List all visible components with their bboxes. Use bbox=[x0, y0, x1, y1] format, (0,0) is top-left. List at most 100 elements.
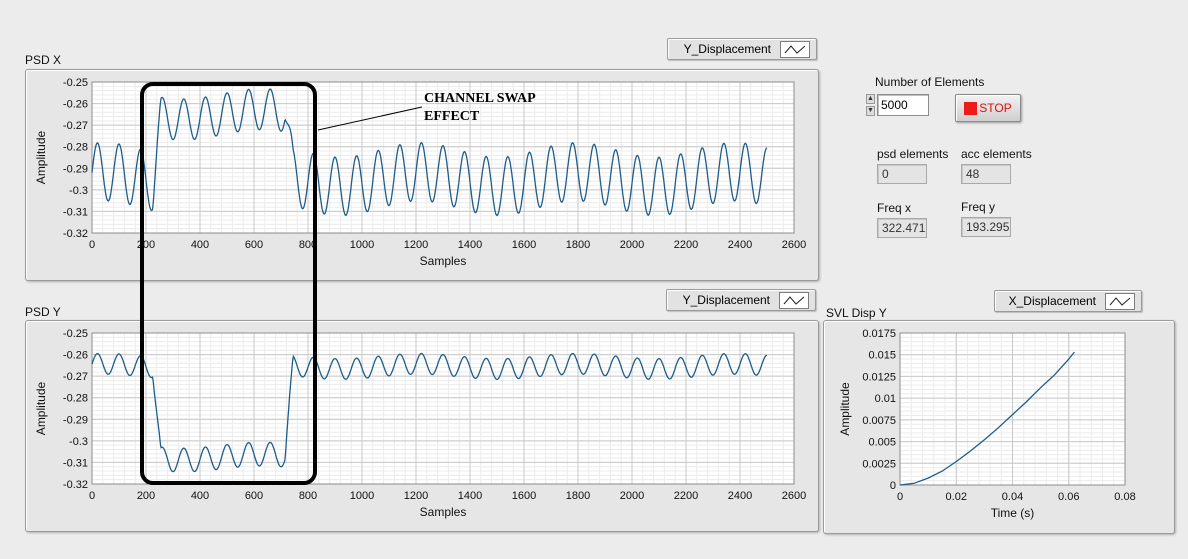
psd-y-graph-frame: 0 200 400 600 800 1000 1200 1400 1600 1800 2000 220… bbox=[25, 320, 819, 532]
x-tick-label: 1800 bbox=[566, 239, 590, 251]
y-tick-label: 0.0125 bbox=[862, 371, 896, 383]
plot-border bbox=[899, 332, 1126, 486]
y-tick-label: 0.01 bbox=[875, 393, 896, 405]
freq-y-label: Freq y bbox=[961, 200, 996, 214]
x-tick-label: 2200 bbox=[674, 239, 698, 251]
x-tick-label: 1400 bbox=[458, 490, 482, 502]
x-tick-label: 600 bbox=[245, 490, 263, 502]
y-tick-label: 0 bbox=[890, 480, 896, 492]
x-tick-label: 1800 bbox=[566, 490, 590, 502]
plot-area[interactable] bbox=[92, 333, 794, 484]
x-tick-label: 800 bbox=[299, 239, 317, 251]
x-axis-label: Samples bbox=[420, 505, 467, 519]
y-tick-label: 0.0025 bbox=[862, 458, 896, 470]
y-tick-label: 0.0075 bbox=[862, 415, 896, 427]
x-tick-label: 1600 bbox=[512, 490, 536, 502]
y-tick-label: -0.32 bbox=[63, 479, 88, 491]
x-tick-label: 400 bbox=[191, 490, 209, 502]
plot-border bbox=[91, 81, 795, 234]
x-tick-label: 2600 bbox=[782, 490, 806, 502]
x-tick-label: 0 bbox=[897, 491, 903, 503]
annotation-line-1: CHANNEL SWAP bbox=[424, 91, 536, 106]
y-tick-label: -0.28 bbox=[63, 393, 88, 405]
spin-buttons[interactable]: ▲ ▼ bbox=[866, 94, 876, 116]
svl-legend[interactable]: X_Displacement bbox=[994, 290, 1142, 312]
x-tick-label: 2400 bbox=[728, 490, 752, 502]
y-tick-label: -0.27 bbox=[63, 371, 88, 383]
x-tick-label: 0.08 bbox=[1114, 491, 1135, 503]
psd-x-graph-frame: 0 200 400 600 800 1000 1200 1400 1600 1800 2000 220… bbox=[25, 69, 819, 281]
y-tick-label: 0.0175 bbox=[862, 328, 896, 340]
y-tick-label: 0.015 bbox=[868, 350, 896, 362]
x-tick-label: 2400 bbox=[728, 239, 752, 251]
acc-elements-label: acc elements bbox=[961, 147, 1032, 161]
x-tick-label: 1600 bbox=[512, 239, 536, 251]
x-tick-label: 400 bbox=[191, 239, 209, 251]
y-tick-label: -0.25 bbox=[63, 77, 88, 89]
psd-y-legend[interactable]: Y_Displacement bbox=[666, 289, 816, 311]
y-tick-label: -0.27 bbox=[63, 120, 88, 132]
psd-y-chart[interactable]: 0 200 400 600 800 1000 1200 1400 1600 1800 2000 220… bbox=[26, 321, 818, 531]
y-tick-label: -0.3 bbox=[69, 436, 88, 448]
x-tick-label: 2200 bbox=[674, 490, 698, 502]
x-tick-label: 2000 bbox=[620, 490, 644, 502]
y-axis-label: Amplitude bbox=[838, 382, 852, 436]
x-tick-label: 800 bbox=[299, 490, 317, 502]
y-tick-label: -0.29 bbox=[63, 163, 88, 175]
increment-arrow-icon[interactable]: ▲ bbox=[866, 94, 875, 104]
psd-x-chart[interactable]: 0 200 400 600 800 1000 1200 1400 1600 1800 2000 220… bbox=[26, 70, 818, 280]
y-tick-label: -0.31 bbox=[63, 457, 88, 469]
annotation-line-2: EFFECT bbox=[424, 109, 480, 124]
x-tick-label: 0 bbox=[89, 239, 95, 251]
series-line-x_displacement bbox=[899, 351, 1075, 486]
svl-chart[interactable]: 0 0.02 0.04 0.06 0.08 0.0175 0.015 0.0125 0.01 0.… bbox=[824, 321, 1174, 533]
freq-x-label: Freq x bbox=[877, 201, 912, 215]
y-tick-label: -0.3 bbox=[69, 185, 88, 197]
line-plot-icon bbox=[779, 291, 809, 309]
x-tick-label: 0.02 bbox=[946, 491, 967, 503]
y-axis-label: Amplitude bbox=[34, 131, 48, 185]
svl-legend-label: X_Displacement bbox=[1008, 294, 1096, 308]
y-axis-label: Amplitude bbox=[34, 382, 48, 436]
x-tick-label: 200 bbox=[137, 490, 155, 502]
y-tick-label: -0.25 bbox=[63, 328, 88, 340]
x-tick-label: 0.04 bbox=[1002, 491, 1023, 503]
y-tick-label: -0.26 bbox=[63, 99, 88, 111]
freq-y-value: 193.295 bbox=[961, 217, 1011, 237]
psd-y-title: PSD Y bbox=[25, 305, 61, 319]
line-plot-icon bbox=[780, 40, 810, 58]
y-tick-label: 0.005 bbox=[868, 437, 896, 449]
stop-icon bbox=[964, 101, 978, 115]
x-tick-label: 1000 bbox=[350, 490, 374, 502]
x-tick-label: 1200 bbox=[404, 490, 428, 502]
svl-title: SVL Disp Y bbox=[826, 306, 887, 320]
stop-label: STOP bbox=[979, 101, 1012, 115]
number-of-elements-input[interactable] bbox=[877, 94, 929, 116]
x-tick-label: 2600 bbox=[782, 239, 806, 251]
x-tick-label: 0 bbox=[89, 490, 95, 502]
x-axis-label: Samples bbox=[420, 254, 467, 268]
line-plot-icon bbox=[1105, 292, 1135, 310]
x-tick-label: 1400 bbox=[458, 239, 482, 251]
number-of-elements-control[interactable]: ▲ ▼ bbox=[866, 94, 929, 116]
psd-elements-label: psd elements bbox=[877, 147, 949, 161]
annotation-text: CHANNEL SWAP EFFECT bbox=[424, 90, 536, 126]
freq-x-value: 322.471 bbox=[877, 218, 927, 238]
psd-x-title: PSD X bbox=[25, 53, 62, 67]
psd-y-legend-label: Y_Displacement bbox=[682, 293, 770, 307]
x-tick-label: 0.06 bbox=[1058, 491, 1079, 503]
psd-x-legend[interactable]: Y_Displacement bbox=[667, 38, 817, 60]
psd-elements-value: 0 bbox=[877, 164, 927, 184]
x-tick-label: 1200 bbox=[404, 239, 428, 251]
x-axis-label: Time (s) bbox=[991, 506, 1035, 520]
y-tick-label: -0.31 bbox=[63, 206, 88, 218]
y-tick-label: -0.28 bbox=[63, 142, 88, 154]
plot-border bbox=[91, 332, 795, 485]
x-tick-label: 1000 bbox=[350, 239, 374, 251]
y-tick-label: -0.26 bbox=[63, 350, 88, 362]
y-tick-label: -0.32 bbox=[63, 228, 88, 240]
stop-button[interactable]: STOP bbox=[955, 94, 1021, 122]
acc-elements-value: 48 bbox=[961, 164, 1011, 184]
decrement-arrow-icon[interactable]: ▼ bbox=[866, 106, 875, 116]
number-of-elements-label: Number of Elements bbox=[875, 75, 985, 89]
